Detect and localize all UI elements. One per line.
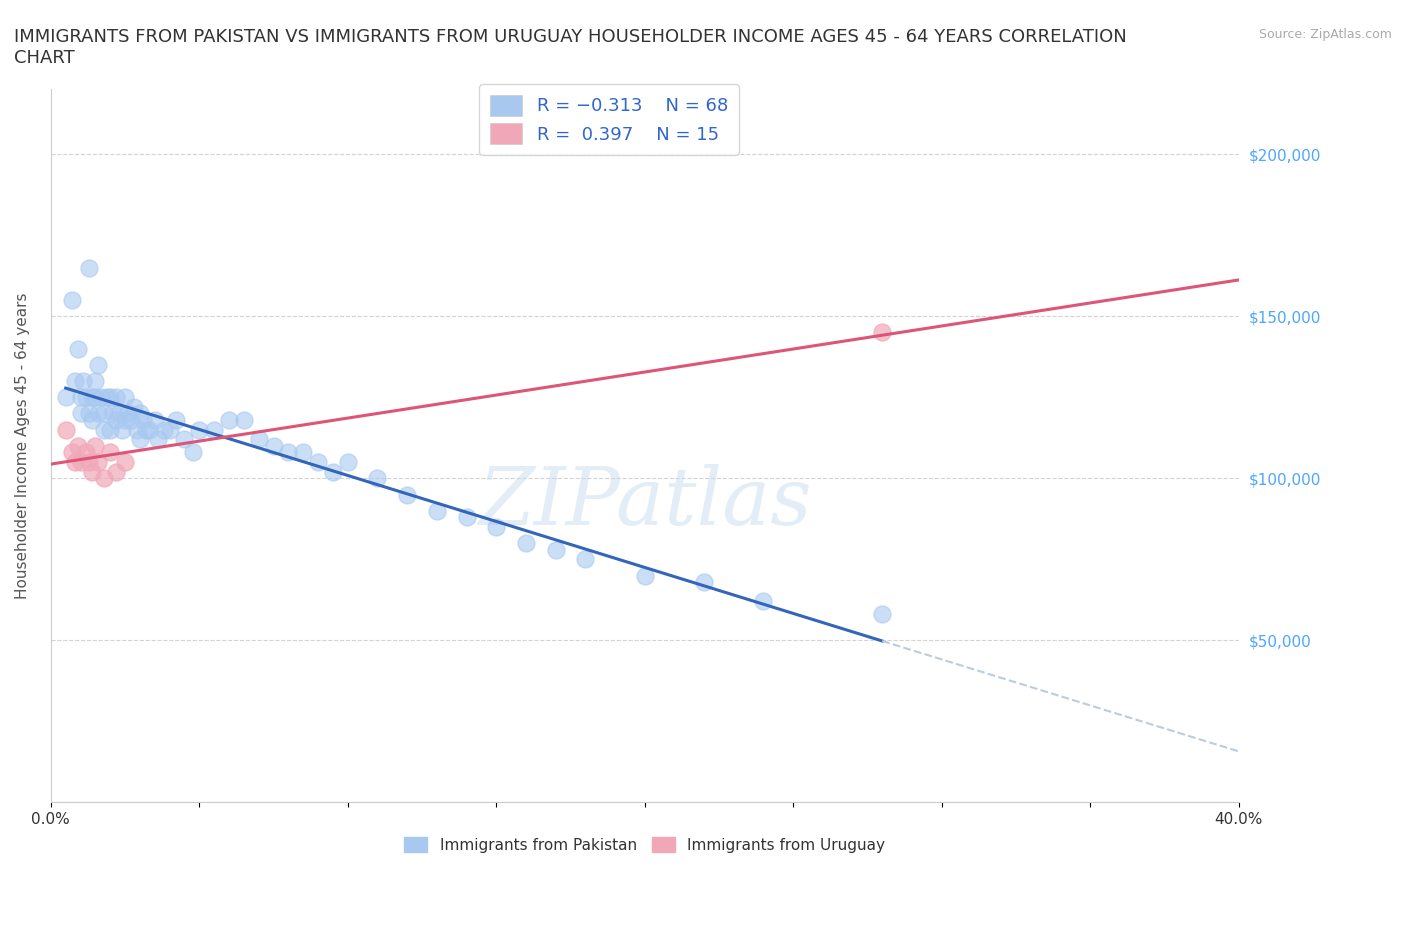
Y-axis label: Householder Income Ages 45 - 64 years: Householder Income Ages 45 - 64 years: [15, 293, 30, 599]
Point: [693, 575, 716, 590]
Point: [515, 536, 537, 551]
Point: [202, 422, 225, 437]
Point: [87, 357, 110, 372]
Point: [75, 390, 97, 405]
Point: [63, 374, 86, 389]
Text: ZIPatlas: ZIPatlas: [478, 464, 811, 541]
Point: [111, 422, 134, 437]
Legend: Immigrants from Pakistan, Immigrants from Uruguay: Immigrants from Pakistan, Immigrants fro…: [398, 830, 891, 859]
Point: [114, 455, 136, 470]
Point: [143, 413, 166, 428]
Point: [79, 406, 101, 421]
Point: [232, 413, 254, 428]
Point: [634, 568, 657, 583]
Point: [79, 260, 101, 275]
Point: [87, 455, 110, 470]
Point: [336, 455, 359, 470]
Point: [84, 438, 107, 453]
Text: IMMIGRANTS FROM PAKISTAN VS IMMIGRANTS FROM URUGUAY HOUSEHOLDER INCOME AGES 45 -: IMMIGRANTS FROM PAKISTAN VS IMMIGRANTS F…: [14, 28, 1126, 67]
Point: [159, 422, 181, 437]
Point: [146, 432, 169, 446]
Point: [98, 422, 121, 437]
Point: [263, 438, 285, 453]
Point: [96, 390, 118, 405]
Point: [173, 432, 195, 446]
Point: [485, 520, 508, 535]
Point: [90, 390, 112, 405]
Point: [55, 422, 77, 437]
Point: [98, 390, 121, 405]
Point: [277, 445, 299, 459]
Point: [138, 422, 160, 437]
Point: [108, 406, 131, 421]
Point: [60, 445, 83, 459]
Point: [322, 464, 344, 479]
Point: [117, 406, 139, 421]
Point: [218, 413, 240, 428]
Point: [872, 325, 894, 339]
Point: [55, 390, 77, 405]
Point: [114, 390, 136, 405]
Point: [93, 422, 115, 437]
Point: [456, 510, 478, 525]
Point: [82, 390, 104, 405]
Point: [105, 390, 128, 405]
Point: [105, 413, 128, 428]
Point: [84, 390, 107, 405]
Point: [72, 374, 94, 389]
Point: [98, 445, 121, 459]
Point: [165, 413, 187, 428]
Point: [66, 438, 89, 453]
Point: [292, 445, 315, 459]
Point: [60, 293, 83, 308]
Point: [75, 445, 97, 459]
Point: [129, 406, 152, 421]
Point: [120, 413, 142, 428]
Point: [247, 432, 270, 446]
Point: [132, 413, 155, 428]
Point: [66, 341, 89, 356]
Point: [426, 503, 449, 518]
Point: [872, 607, 894, 622]
Point: [82, 464, 104, 479]
Point: [87, 406, 110, 421]
Point: [69, 406, 91, 421]
Point: [93, 471, 115, 485]
Point: [69, 390, 91, 405]
Point: [122, 400, 145, 415]
Text: Source: ZipAtlas.com: Source: ZipAtlas.com: [1258, 28, 1392, 41]
Point: [125, 422, 148, 437]
Point: [93, 406, 115, 421]
Point: [79, 455, 101, 470]
Point: [574, 551, 596, 566]
Point: [188, 422, 211, 437]
Point: [103, 406, 125, 421]
Point: [69, 455, 91, 470]
Point: [129, 432, 152, 446]
Point: [114, 413, 136, 428]
Point: [84, 374, 107, 389]
Point: [63, 455, 86, 470]
Point: [752, 594, 775, 609]
Point: [544, 542, 567, 557]
Point: [366, 471, 388, 485]
Point: [105, 464, 128, 479]
Point: [135, 422, 157, 437]
Point: [307, 455, 329, 470]
Point: [396, 487, 419, 502]
Point: [152, 422, 174, 437]
Point: [82, 413, 104, 428]
Point: [183, 445, 205, 459]
